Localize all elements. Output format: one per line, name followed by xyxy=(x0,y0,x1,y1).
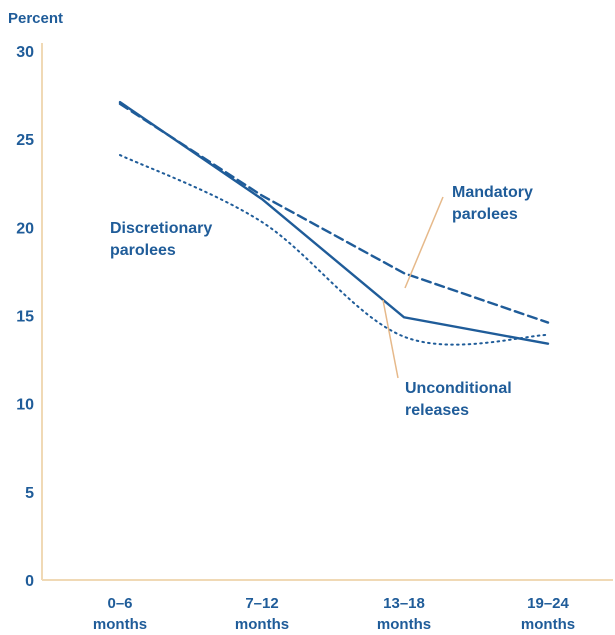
axes xyxy=(41,43,613,581)
y-tick-label: 15 xyxy=(16,309,34,326)
series-lines xyxy=(118,100,550,346)
x-tick-label: 7–12 months xyxy=(235,595,289,633)
y-axis-title: Percent xyxy=(8,10,63,27)
y-tick-label: 10 xyxy=(16,397,34,414)
series-line-discretionary-parolees xyxy=(118,100,550,345)
y-tick-labels: 0 5 10 15 20 25 30 xyxy=(16,44,34,590)
y-tick-label: 20 xyxy=(16,220,34,237)
label-unconditional-releases: Unconditional releases xyxy=(405,380,512,419)
series-labels: Mandatory parolees Discretionary parolees Un… xyxy=(110,184,533,419)
series-line-unconditional-releases xyxy=(119,154,549,346)
label-leaders xyxy=(382,196,444,379)
x-tick-label: 19–24 months xyxy=(521,595,575,633)
y-tick-label: 5 xyxy=(25,485,34,502)
leader-mandatory xyxy=(404,196,444,289)
x-tick-label: 0–6 months xyxy=(93,595,147,633)
y-tick-label: 0 xyxy=(25,573,34,590)
label-mandatory-parolees: Mandatory parolees xyxy=(452,184,533,223)
x-tick-labels: 0–6 months 7–12 months 13–18 months 19–24 month… xyxy=(93,595,575,633)
y-tick-label: 30 xyxy=(16,44,34,61)
leader-unconditional xyxy=(382,299,399,379)
x-tick-label: 13–18 months xyxy=(377,595,431,633)
y-tick-label: 25 xyxy=(16,132,34,149)
label-discretionary-parolees: Discretionary parolees xyxy=(110,220,212,259)
